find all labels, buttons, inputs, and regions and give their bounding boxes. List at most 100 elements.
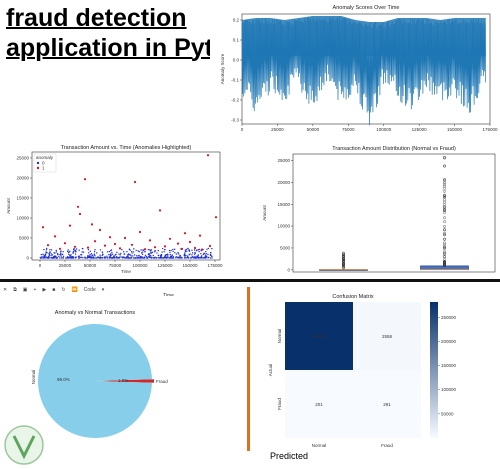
normal-point: [138, 254, 140, 257]
outlier-point: [443, 228, 446, 232]
anomaly-point: [163, 245, 167, 248]
normal-point: [154, 256, 156, 258]
normal-point: [163, 251, 165, 253]
normal-point: [126, 251, 128, 253]
normal-point: [203, 256, 205, 259]
normal-point: [104, 256, 107, 258]
transaction-scatter-chart: Transaction Amount vs. Time (Anomalies H…: [6, 145, 223, 274]
normal-point: [108, 257, 111, 259]
normal-point: [137, 256, 140, 259]
play-icon[interactable]: ▶: [42, 287, 47, 293]
refresh-icon[interactable]: ↻: [61, 287, 66, 293]
normal-point: [174, 251, 176, 254]
normal-point: [48, 253, 51, 256]
outlier-point: [443, 182, 446, 186]
confusion-matrix-chart: Confusion Matrix 281757 2558 201 291 Normal Fr…: [268, 294, 457, 456]
normal-point: [195, 249, 198, 252]
normal-point: [127, 257, 130, 259]
anomaly-point: [193, 246, 197, 250]
outlier-point: [443, 164, 446, 168]
normal-point: [151, 256, 153, 259]
y-tick-label: -0.2: [231, 98, 239, 103]
normal-point: [88, 252, 90, 254]
normal-point: [135, 249, 137, 252]
normal-point: [194, 252, 196, 255]
anomaly-point: [78, 212, 82, 216]
normal-point: [51, 254, 54, 256]
y-tick-label: Fraud: [277, 398, 282, 410]
normal-point: [141, 253, 144, 256]
normal-point: [150, 249, 152, 252]
normal-point: [72, 250, 75, 253]
normal-point: [128, 248, 131, 250]
normal-point: [113, 255, 115, 257]
normal-point: [144, 257, 146, 259]
normal-point: [192, 256, 195, 258]
normal-point: [130, 254, 132, 257]
close-icon[interactable]: ✕: [3, 287, 8, 293]
y-tick-label: 5000: [19, 236, 30, 241]
add-icon[interactable]: +: [33, 287, 37, 293]
notebook-toolbar: ✕ ⧉ ▣ + ▶ ■ ↻ ⏩ Code ▾: [3, 285, 233, 295]
stop-icon[interactable]: ■: [52, 287, 56, 293]
normal-point: [111, 251, 113, 254]
normal-point: [131, 252, 133, 254]
normal-point: [175, 253, 178, 255]
anomaly-point: [138, 230, 142, 234]
normal-point: [101, 254, 103, 257]
normal-point: [65, 257, 67, 259]
outlier-point: [443, 252, 446, 256]
anomaly-score-band: [242, 16, 486, 56]
y-tick-label: 25000: [277, 158, 290, 163]
outlier-point: [341, 251, 345, 255]
fast-forward-icon[interactable]: ⏩: [71, 287, 78, 293]
normal-point: [180, 257, 182, 259]
plot-frame: [241, 13, 491, 125]
normal-point: [74, 256, 76, 259]
anomaly-point: [90, 223, 94, 226]
anomaly-pie-panel: Anomaly vs Normal Transactions 99.0% 1.0% F…: [0, 296, 230, 446]
y-tick-label: 15000: [16, 196, 29, 201]
anomaly-point: [53, 235, 57, 238]
normal-point: [198, 250, 200, 253]
normal-point: [196, 255, 198, 257]
cell-type-select[interactable]: Code: [83, 287, 96, 293]
normal-point: [121, 248, 123, 251]
confusion-cell-value: 201: [315, 402, 323, 407]
y-tick-label: -0.3: [231, 118, 239, 123]
normal-point: [170, 256, 172, 259]
outlier-point: [443, 238, 446, 241]
normal-point: [169, 253, 171, 256]
normal-point: [204, 254, 207, 256]
outlier-point: [443, 196, 446, 199]
save-icon[interactable]: ▣: [22, 287, 28, 293]
normal-point: [135, 255, 138, 257]
normal-point: [55, 249, 57, 252]
normal-point: [198, 248, 201, 251]
normal-point: [128, 253, 130, 255]
plot-frame: [31, 151, 221, 261]
chevron-down-icon[interactable]: ▾: [101, 287, 105, 293]
copy-icon[interactable]: ⧉: [13, 287, 17, 293]
y-tick-label: 20000: [277, 180, 290, 185]
normal-point: [164, 255, 166, 257]
normal-point: [67, 249, 69, 251]
normal-point: [69, 250, 71, 253]
colorbar: [430, 302, 438, 438]
normal-point: [82, 251, 85, 253]
normal-point: [145, 255, 148, 258]
normal-point: [142, 249, 144, 251]
anomaly-point: [113, 242, 117, 246]
normal-point: [92, 256, 95, 258]
normal-point: [172, 248, 174, 251]
normal-point: [106, 251, 109, 253]
normal-point: [150, 252, 153, 254]
normal-point: [70, 254, 72, 256]
normal-point: [110, 253, 112, 256]
x-axis-label: Time: [121, 269, 131, 274]
outlier-point: [443, 246, 446, 250]
normal-point: [133, 248, 135, 250]
outlier-point: [443, 178, 446, 181]
normal-point: [203, 253, 206, 255]
normal-point: [99, 249, 102, 251]
